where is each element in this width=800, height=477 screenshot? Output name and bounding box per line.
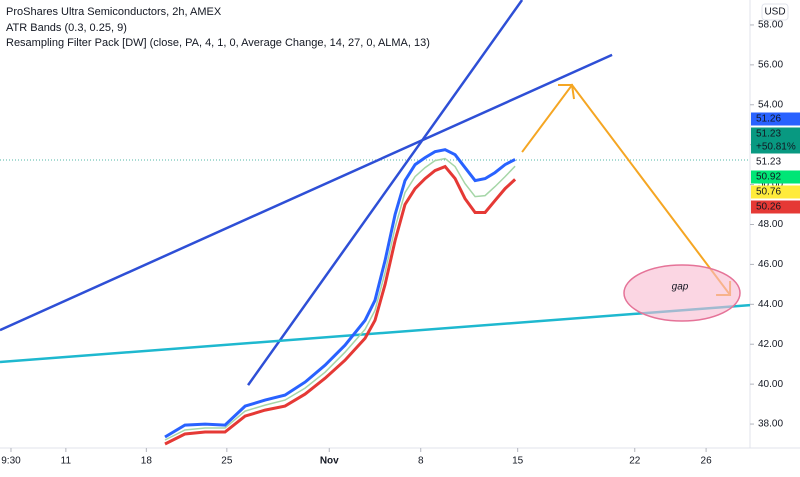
- y-tick-label: 58.00: [758, 20, 783, 31]
- trend-line: [247, 0, 524, 386]
- price-tag-value: 51.26: [756, 114, 781, 125]
- x-tick-label: 22: [629, 456, 641, 467]
- price-tag-value: 51.23: [756, 129, 781, 140]
- x-tick-label: 8: [418, 456, 424, 467]
- arrow-head: [558, 84, 576, 100]
- plot-area: [0, 0, 750, 446]
- currency: USD: [764, 7, 785, 18]
- x-tick-label: 11: [61, 456, 72, 467]
- y-tick-label: 54.00: [758, 99, 783, 110]
- indicator: Resampling Filter Pack [DW] (close, PA, …: [6, 37, 430, 49]
- gap-label: gap: [672, 282, 689, 293]
- x-tick-label: 9:30: [1, 456, 21, 467]
- indicator: ATR Bands (0.3, 0.25, 9): [6, 22, 127, 34]
- series-line: [164, 148, 516, 439]
- x-tick-label: Nov: [320, 456, 339, 467]
- series-line: [164, 157, 516, 441]
- trend-line: [0, 303, 750, 364]
- price-tag-value: 51.23: [756, 157, 781, 168]
- y-tick-label: 50.00: [758, 179, 783, 190]
- x-tick-label: 18: [141, 456, 153, 467]
- trend-line: [0, 53, 613, 332]
- price-tag: [751, 170, 800, 184]
- y-tick-label: 48.00: [758, 219, 783, 230]
- y-tick-label: 56.00: [758, 59, 783, 70]
- currency-box: [761, 3, 789, 21]
- x-tick-label: 26: [701, 456, 713, 467]
- price-tag-value: 50.26: [756, 202, 781, 213]
- x-tick-label: 15: [512, 456, 524, 467]
- price-tag-value: 50.92: [756, 172, 781, 183]
- y-tick-label: 44.00: [758, 299, 783, 310]
- y-tick-label: 38.00: [758, 419, 783, 430]
- price-tag: [751, 127, 800, 154]
- header: ProShares Ultra Semiconductors, 2h, AMEX…: [6, 6, 430, 49]
- x-tick-label: 25: [221, 456, 233, 467]
- chart-title: ProShares Ultra Semiconductors, 2h, AMEX: [6, 6, 222, 18]
- price-tag: [751, 155, 800, 169]
- price-tag: [751, 200, 800, 214]
- series-line: [164, 164, 517, 446]
- price-tag-value: 50.76: [756, 187, 781, 198]
- price-tag: [751, 112, 800, 126]
- y-tick-label: 46.00: [758, 259, 783, 270]
- gap-ellipse: [623, 264, 741, 322]
- y-tick-label: 40.00: [758, 379, 783, 390]
- price-tag-change: +50.81%: [756, 142, 796, 153]
- y-tick-label: 42.00: [758, 339, 783, 350]
- price-tag: [751, 185, 800, 199]
